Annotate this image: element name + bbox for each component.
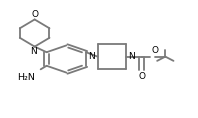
Text: N: N (129, 52, 135, 61)
Text: H₂N: H₂N (17, 73, 35, 82)
Text: N: N (30, 47, 37, 56)
Text: O: O (31, 10, 38, 19)
Text: O: O (138, 72, 145, 81)
Text: N: N (89, 52, 95, 61)
Text: O: O (151, 46, 158, 55)
